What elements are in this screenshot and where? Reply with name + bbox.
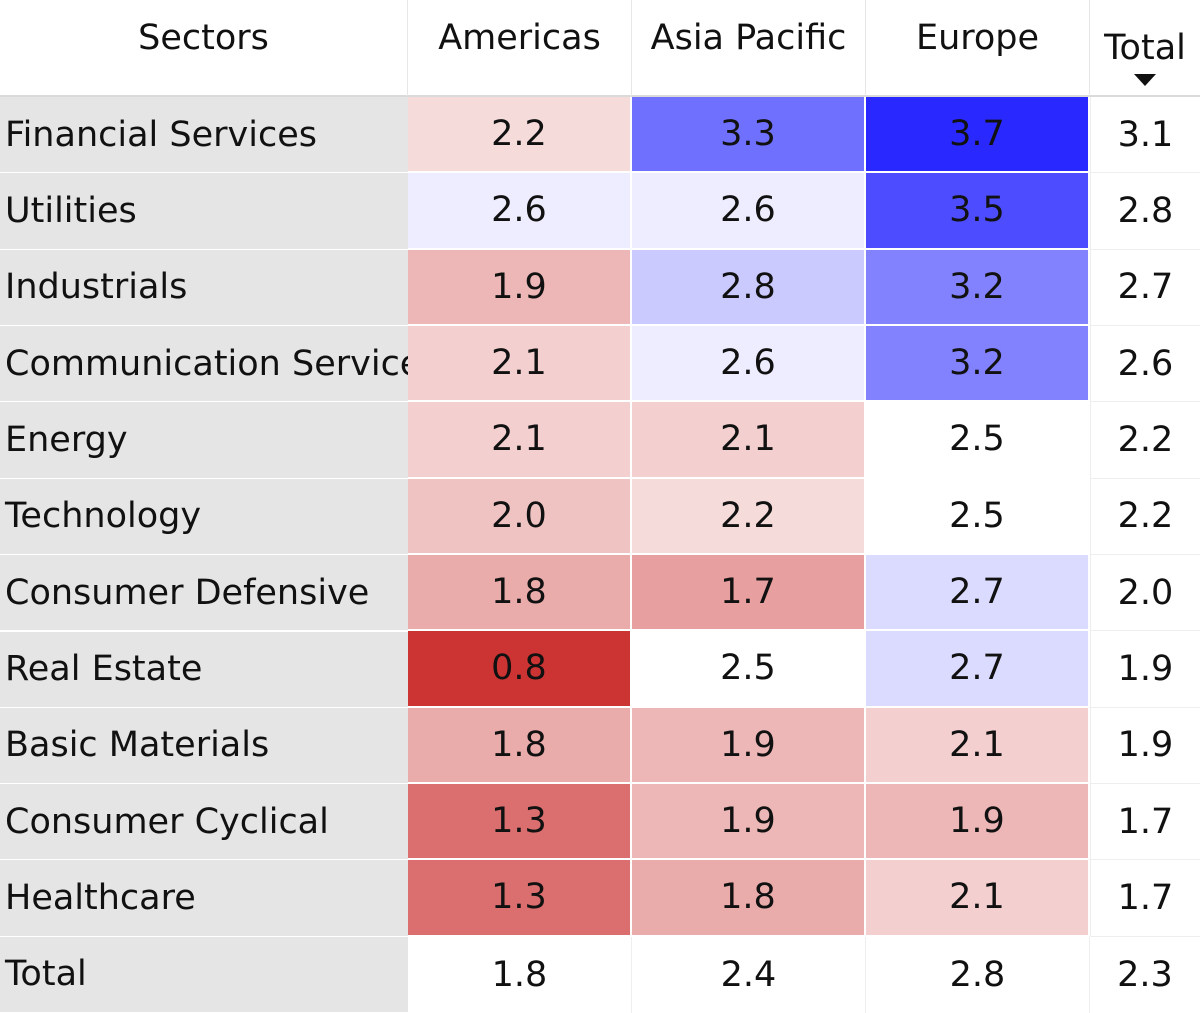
heatmap-cell-utilities-americas: 2.6	[408, 173, 632, 250]
heatmap-cell-consumer-cyclical-europe: 1.9	[866, 783, 1090, 861]
row-total-communication-services: 2.6	[1090, 325, 1200, 403]
row-label-utilities[interactable]: Utilities	[0, 173, 408, 250]
row-total-basic-materials: 1.9	[1090, 707, 1200, 784]
row-total-utilities: 2.8	[1090, 173, 1200, 250]
row-label-basic-materials[interactable]: Basic Materials	[0, 707, 408, 784]
heatmap-cell-financial-services-americas: 2.2	[408, 97, 632, 174]
heatmap-cell-communication-services-europe: 3.2	[866, 325, 1090, 403]
heatmap-cell-industrials-asia-pacific: 2.8	[632, 249, 866, 326]
heatmap-cell-industrials-americas: 1.9	[408, 249, 632, 326]
heatmap-cell-technology-americas: 2.0	[408, 478, 632, 555]
row-label-industrials[interactable]: Industrials	[0, 249, 408, 326]
heatmap-cell-utilities-europe: 3.5	[866, 173, 1090, 250]
row-label-energy[interactable]: Energy	[0, 402, 408, 479]
header-sectors[interactable]: Sectors	[0, 0, 408, 97]
row-total-financial-services: 3.1	[1090, 97, 1200, 174]
row-total-technology: 2.2	[1090, 478, 1200, 555]
row-label-technology[interactable]: Technology	[0, 478, 408, 555]
heatmap-cell-basic-materials-europe: 2.1	[866, 707, 1090, 784]
heatmap-cell-communication-services-asia-pacific: 2.6	[632, 325, 866, 403]
heatmap-cell-technology-europe: 2.5	[866, 478, 1090, 555]
row-label-communication-services[interactable]: Communication Services	[0, 325, 440, 403]
row-label-financial-services[interactable]: Financial Services	[0, 97, 408, 174]
heatmap-cell-healthcare-asia-pacific: 1.8	[632, 860, 866, 937]
row-label-real-estate[interactable]: Real Estate	[0, 631, 408, 708]
header-europe[interactable]: Europe	[866, 0, 1090, 97]
row-label-consumer-cyclical[interactable]: Consumer Cyclical	[0, 783, 408, 861]
row-total-real-estate: 1.9	[1090, 631, 1200, 708]
heatmap-cell-consumer-defensive-europe: 2.7	[866, 554, 1090, 632]
heatmap-cell-healthcare-europe: 2.1	[866, 860, 1090, 937]
header-total-label: Total	[1104, 27, 1186, 68]
heatmap-cell-industrials-europe: 3.2	[866, 249, 1090, 326]
column-total-europe: 2.8	[866, 936, 1090, 1013]
column-total-asia-pacific: 2.4	[632, 936, 866, 1013]
row-label-healthcare[interactable]: Healthcare	[0, 860, 408, 937]
heatmap-cell-consumer-defensive-asia-pacific: 1.7	[632, 554, 866, 632]
heatmap-cell-real-estate-europe: 2.7	[866, 631, 1090, 708]
heatmap-cell-utilities-asia-pacific: 2.6	[632, 173, 866, 250]
row-total-healthcare: 1.7	[1090, 860, 1200, 937]
heatmap-cell-financial-services-asia-pacific: 3.3	[632, 97, 866, 174]
heatmap-cell-real-estate-americas: 0.8	[408, 631, 632, 708]
heatmap-cell-energy-americas: 2.1	[408, 402, 632, 479]
grand-total: 2.3	[1090, 936, 1200, 1013]
row-total-consumer-cyclical: 1.7	[1090, 783, 1200, 861]
heatmap-cell-financial-services-europe: 3.7	[866, 97, 1090, 174]
row-label-consumer-defensive[interactable]: Consumer Defensive	[0, 554, 408, 632]
heatmap-cell-consumer-defensive-americas: 1.8	[408, 554, 632, 632]
heatmap-cell-technology-asia-pacific: 2.2	[632, 478, 866, 555]
heatmap-cell-basic-materials-americas: 1.8	[408, 707, 632, 784]
heatmap-cell-communication-services-americas: 2.1	[408, 325, 632, 403]
row-total-energy: 2.2	[1090, 402, 1200, 479]
heatmap-cell-basic-materials-asia-pacific: 1.9	[632, 707, 866, 784]
row-total-industrials: 2.7	[1090, 249, 1200, 326]
header-total[interactable]: Total	[1090, 0, 1200, 97]
heatmap-cell-consumer-cyclical-americas: 1.3	[408, 783, 632, 861]
heatmap-cell-real-estate-asia-pacific: 2.5	[632, 631, 866, 708]
header-americas[interactable]: Americas	[408, 0, 632, 97]
heatmap-cell-energy-europe: 2.5	[866, 402, 1090, 479]
heatmap-cell-consumer-cyclical-asia-pacific: 1.9	[632, 783, 866, 861]
row-total-consumer-defensive: 2.0	[1090, 554, 1200, 632]
sort-desc-icon	[1134, 73, 1156, 86]
header-asia-pacific[interactable]: Asia Pacific	[632, 0, 866, 97]
heatmap-cell-healthcare-americas: 1.3	[408, 860, 632, 937]
heatmap-cell-energy-asia-pacific: 2.1	[632, 402, 866, 479]
column-total-americas: 1.8	[408, 936, 632, 1013]
row-label-total[interactable]: Total	[0, 936, 408, 1013]
